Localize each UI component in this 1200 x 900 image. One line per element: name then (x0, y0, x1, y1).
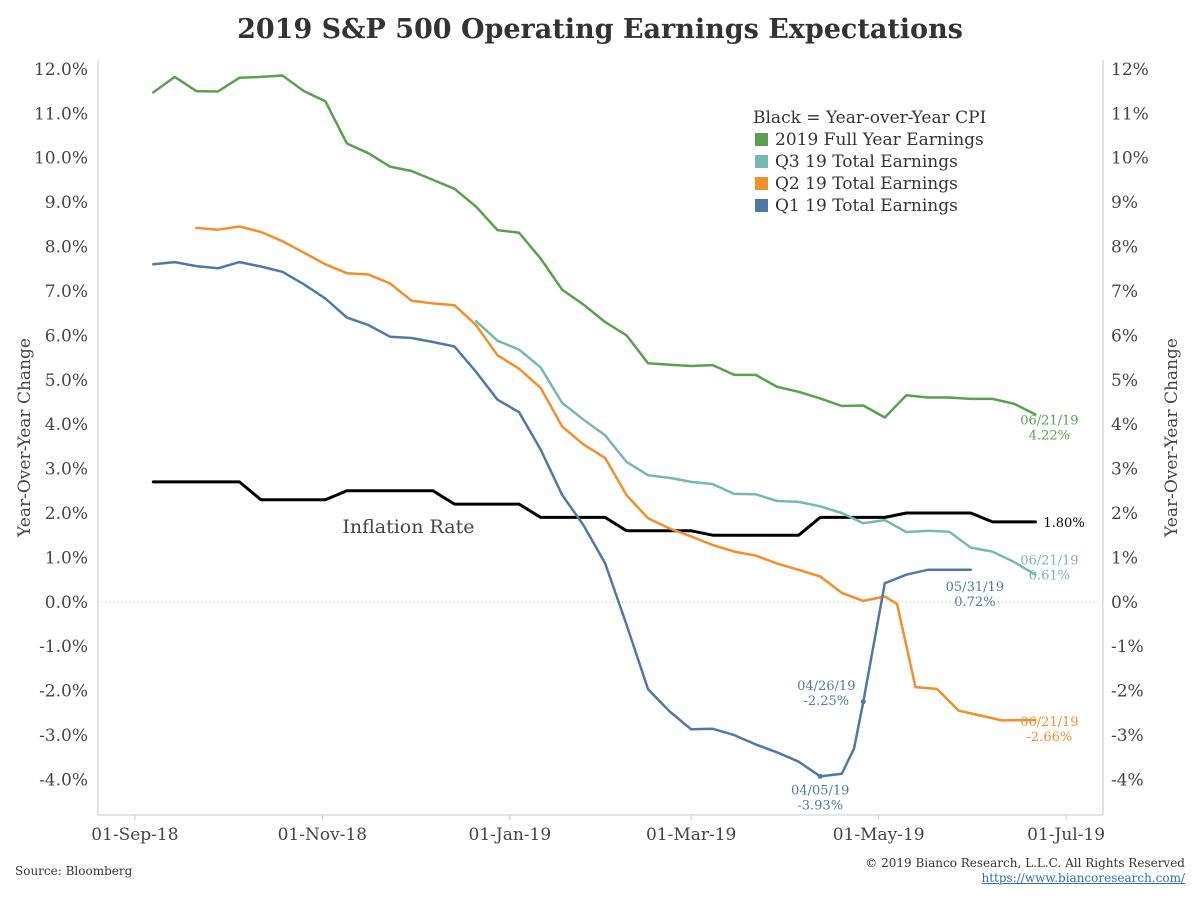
cpi-end-label: 1.80% (1043, 516, 1084, 531)
series-line (195, 225, 1037, 722)
y-tick-label-left: 12.0% (34, 60, 88, 80)
y-tick-label-right: 1% (1111, 548, 1138, 568)
source-note: Source: Bloomberg (15, 864, 133, 878)
y-tick-label-left: -2.0% (39, 682, 88, 702)
legend-label: Q3 19 Total Earnings (775, 152, 958, 172)
x-tick-label: 01-Jul-19 (1027, 825, 1105, 845)
chart-title: 2019 S&P 500 Operating Earnings Expectat… (237, 14, 963, 45)
q2-end-label-value: -2.66% (1027, 730, 1073, 745)
legend-header: Black = Year-over-Year CPI (753, 108, 986, 128)
series-line (152, 260, 973, 778)
series-line (474, 319, 1037, 576)
y-tick-label-right: -3% (1111, 726, 1144, 746)
y-tick-label-left: 9.0% (45, 193, 88, 213)
series-line (152, 74, 1037, 419)
y-tick-label-right: 6% (1111, 326, 1138, 346)
x-tick-label: 01-Nov-18 (278, 825, 367, 845)
legend-label: Q2 19 Total Earnings (775, 174, 958, 194)
q2-end-label-date: 06/21/19 (1020, 715, 1078, 730)
y-tick-label-left: 0.0% (45, 593, 88, 613)
y-tick-label-right: 12% (1111, 60, 1149, 80)
y-tick-label-right: 5% (1111, 371, 1138, 391)
copyright-block: © 2019 Bianco Research, L.L.C. All Right… (865, 856, 1185, 886)
y-axis-title-right: Year-Over-Year Change (1162, 338, 1182, 538)
full-year-end-label-value: 4.22% (1029, 428, 1070, 443)
legend-label: Q1 19 Total Earnings (775, 196, 958, 216)
copyright-text: © 2019 Bianco Research, L.L.C. All Right… (865, 856, 1185, 870)
y-tick-label-right: -2% (1111, 682, 1144, 702)
legend-swatch (755, 155, 768, 168)
annotation-marker (817, 773, 823, 779)
x-tick-label: 01-Jan-19 (469, 825, 552, 845)
y-tick-label-left: -4.0% (39, 770, 88, 790)
x-tick-label: 01-Sep-18 (91, 825, 178, 845)
y-tick-label-left: 8.0% (45, 238, 88, 258)
y-tick-label-right: 0% (1111, 593, 1138, 613)
series-line (151, 480, 1037, 537)
annotation-0405-value: -3.93% (797, 798, 843, 813)
y-tick-label-right: 11% (1111, 104, 1149, 124)
y-tick-label-left: -1.0% (39, 637, 88, 657)
y-tick-label-left: 11.0% (34, 104, 88, 124)
y-tick-label-right: -4% (1111, 770, 1144, 790)
annotation-0531-value: 0.72% (954, 595, 995, 610)
y-tick-label-left: 5.0% (45, 371, 88, 391)
y-tick-label-right: 10% (1111, 149, 1149, 169)
q3-end-label-value: 0.61% (1029, 569, 1070, 584)
annotation-0426-value: -2.25% (803, 694, 849, 709)
y-tick-label-left: 7.0% (45, 282, 88, 302)
y-tick-label-left: 3.0% (45, 460, 88, 480)
annotation-0426-date: 04/26/19 (797, 679, 855, 694)
website-link[interactable]: https://www.biancoresearch.com/ (981, 871, 1185, 885)
legend-swatch (755, 133, 768, 146)
y-tick-label-right: 3% (1111, 460, 1138, 480)
full-year-end-label-date: 06/21/19 (1020, 413, 1078, 428)
legend-label: 2019 Full Year Earnings (775, 130, 984, 150)
annotation-marker (860, 699, 866, 705)
x-tick-label: 01-Mar-19 (646, 825, 736, 845)
y-tick-label-left: 10.0% (34, 149, 88, 169)
y-tick-label-left: 1.0% (45, 548, 88, 568)
y-tick-label-right: 2% (1111, 504, 1138, 524)
y-axis-title-left: Year-Over-Year Change (15, 338, 35, 538)
y-tick-label-right: 7% (1111, 282, 1138, 302)
y-tick-label-right: -1% (1111, 637, 1144, 657)
y-tick-label-right: 4% (1111, 415, 1138, 435)
annotation-0531-date: 05/31/19 (946, 580, 1004, 595)
y-tick-label-left: 6.0% (45, 326, 88, 346)
annotation-0405-date: 04/05/19 (791, 783, 849, 798)
inflation-rate-label: Inflation Rate (342, 516, 474, 538)
legend-swatch (755, 199, 768, 212)
x-tick-label: 01-May-19 (833, 825, 925, 845)
q3-end-label-date: 06/21/19 (1020, 554, 1078, 569)
y-tick-label-left: 4.0% (45, 415, 88, 435)
y-tick-label-right: 9% (1111, 193, 1138, 213)
y-tick-label-right: 8% (1111, 238, 1138, 258)
legend-swatch (755, 177, 768, 190)
y-tick-label-left: -3.0% (39, 726, 88, 746)
y-tick-label-left: 2.0% (45, 504, 88, 524)
